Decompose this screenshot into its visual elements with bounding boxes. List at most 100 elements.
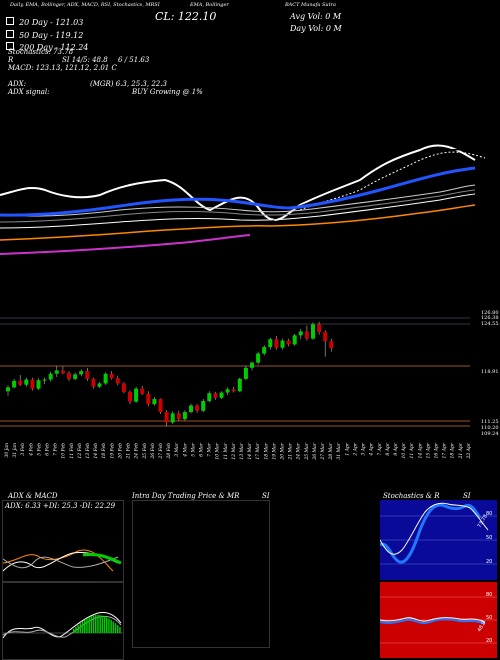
candle-body bbox=[128, 391, 132, 402]
rsi-line-white bbox=[380, 617, 486, 623]
candle-body bbox=[262, 347, 267, 354]
candle-body bbox=[274, 339, 279, 348]
x-tick-label: 31 Mar bbox=[336, 442, 342, 459]
x-tick-label: 2 Apr bbox=[352, 442, 358, 456]
x-tick-label: 11 Apr bbox=[409, 442, 415, 458]
x-tick-label: 25 Mar bbox=[304, 442, 310, 460]
macd-histogram-bar bbox=[117, 625, 119, 633]
x-tick-label: 5 Mar bbox=[190, 442, 196, 457]
macd-histogram-bar bbox=[75, 627, 77, 633]
rsi-tick-80: 80 bbox=[486, 592, 492, 598]
stoch-tick-80: 80 bbox=[486, 511, 492, 517]
candle-body bbox=[329, 341, 334, 349]
price-label-1: 126.38 bbox=[481, 315, 499, 321]
rsi-current-value: 48.8 bbox=[477, 620, 488, 633]
bb-dotted-line bbox=[299, 151, 486, 211]
x-tick-label: 14 Feb bbox=[93, 443, 99, 459]
x-tick-label: 28 Feb bbox=[166, 443, 172, 460]
adx-panel-title: ADX & MACD bbox=[8, 492, 58, 500]
stoch-panel-title: Stochastics & R bbox=[383, 492, 440, 500]
candle-body bbox=[79, 371, 84, 375]
x-tick-label: 4 Apr bbox=[369, 442, 375, 456]
candle-body bbox=[140, 388, 145, 394]
candle-body bbox=[146, 393, 151, 405]
candle-body bbox=[85, 371, 90, 379]
candle-body bbox=[67, 373, 71, 379]
candle-body bbox=[323, 332, 328, 342]
day-volume: Day Vol: 0 M bbox=[290, 24, 342, 33]
x-tick-label: 17 Apr bbox=[442, 442, 448, 458]
x-tick-label: 11 Mar bbox=[223, 442, 229, 459]
x-tick-label: 30 Jan bbox=[4, 443, 10, 458]
stoch-line-white bbox=[380, 502, 489, 555]
x-tick-label: 10 Feb bbox=[61, 443, 67, 459]
x-tick-label: 6 Feb bbox=[45, 443, 51, 456]
bb-lower-line-1 bbox=[0, 184, 476, 217]
macd-histogram-bar bbox=[110, 619, 112, 633]
candle-body bbox=[18, 380, 23, 385]
x-tick-label: 12 Feb bbox=[77, 443, 83, 459]
intra-panel-si: SI bbox=[262, 492, 270, 500]
price-label-5: 110.20 bbox=[481, 425, 499, 431]
macd-value: MACD: 123.13, 121.12, 2.01 C bbox=[8, 64, 117, 72]
candle-body bbox=[103, 373, 108, 384]
x-tick-label: 3 Mar bbox=[174, 442, 180, 457]
x-tick-label: 14 Apr bbox=[417, 442, 423, 458]
x-tick-label: 14 Mar bbox=[247, 442, 253, 459]
x-tick-label: 27 Mar bbox=[320, 442, 326, 460]
ema50-label: 50 Day - 119.12 bbox=[19, 31, 84, 40]
candle-body bbox=[207, 393, 212, 401]
stoch-tick-50: 50 bbox=[486, 535, 492, 541]
candle-body bbox=[286, 340, 291, 345]
macd-panel bbox=[2, 582, 124, 660]
candle-body bbox=[243, 367, 248, 379]
candle-body bbox=[317, 324, 322, 333]
candle-body bbox=[256, 353, 261, 363]
bb-lower-line-3 bbox=[0, 193, 476, 229]
ema20-legend: 20 Day - 121.03 bbox=[6, 10, 83, 29]
x-tick-label: 8 Apr bbox=[385, 442, 391, 455]
candle-body bbox=[237, 378, 242, 392]
macd-line-gray bbox=[3, 615, 122, 638]
macd-histogram-bar bbox=[119, 627, 121, 633]
candle-body bbox=[6, 387, 10, 392]
ema20-line bbox=[0, 166, 476, 217]
si-right: 6 / 51.63 bbox=[118, 56, 150, 64]
intra-panel-title: Intra Day Trading Price & MR bbox=[132, 492, 240, 500]
x-tick-label: 11 Feb bbox=[69, 443, 75, 459]
macd-line-white bbox=[3, 612, 122, 639]
macd-histogram-bar bbox=[79, 623, 82, 633]
x-tick-label: 1 Apr bbox=[344, 442, 350, 455]
candlestick-chart bbox=[0, 317, 470, 427]
x-tick-label: 10 Apr bbox=[401, 442, 407, 458]
x-tick-label: 4 Mar bbox=[182, 442, 188, 458]
adx-signal-mid: BUY Growing @ 1% bbox=[132, 88, 203, 96]
x-tick-label: 22 Apr bbox=[466, 442, 472, 459]
candle-body bbox=[189, 405, 193, 413]
candle-body bbox=[73, 374, 78, 379]
candle-body bbox=[12, 380, 17, 388]
x-tick-label: 7 Feb bbox=[53, 443, 59, 456]
x-tick-label: 20 Feb bbox=[117, 443, 123, 460]
adx-signal-label: ADX signal: bbox=[8, 88, 50, 96]
macd-histogram-bar bbox=[90, 616, 93, 633]
avg-volume: Avg Vol: 0 M bbox=[290, 12, 342, 21]
stoch-panel: 80 50 20 73.78 bbox=[380, 500, 497, 580]
magenta-line bbox=[0, 234, 251, 255]
candle-body bbox=[201, 401, 206, 411]
ema200-legend: 200 Day - 112.24 bbox=[6, 35, 88, 54]
rsi-tick-20: 20 bbox=[486, 638, 492, 644]
rsi-line-blue bbox=[380, 618, 486, 625]
candle-body bbox=[182, 412, 187, 420]
x-tick-label: 26 Mar bbox=[312, 442, 318, 460]
candle-body bbox=[91, 378, 96, 387]
candle-body bbox=[311, 324, 315, 339]
x-tick-label: 17 Mar bbox=[255, 442, 261, 459]
candle-body bbox=[115, 378, 120, 384]
candle-body bbox=[36, 380, 41, 389]
stoch-value: Stochastics: 73.78 bbox=[8, 48, 74, 56]
candle-body bbox=[292, 335, 297, 345]
macd-histogram-bar bbox=[112, 621, 115, 633]
candle-body bbox=[164, 412, 169, 423]
candle-body bbox=[250, 362, 254, 368]
